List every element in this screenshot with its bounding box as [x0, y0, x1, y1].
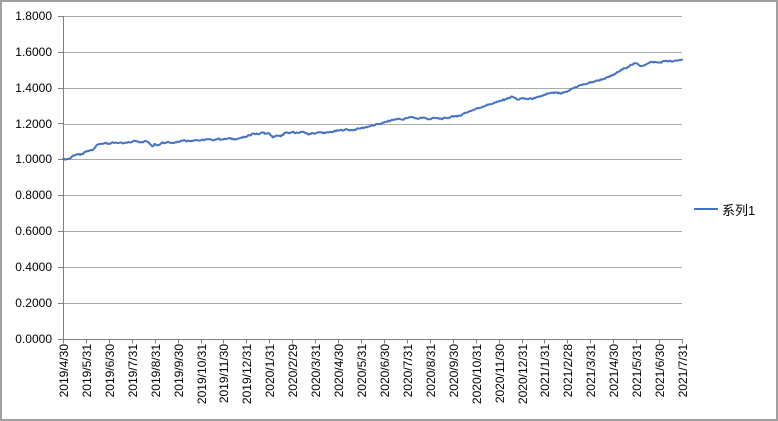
- x-tick-label: 2020/1/31: [263, 344, 278, 398]
- y-tick-label: 1.6000: [15, 44, 52, 59]
- y-tick-label: 1.8000: [15, 9, 52, 23]
- x-tick-label: 2019/11/30: [217, 344, 232, 404]
- x-tick-label: 2020/7/31: [400, 344, 415, 398]
- y-tick-label: 1.4000: [15, 80, 52, 95]
- x-tick-label: 2021/5/31: [630, 344, 645, 398]
- y-tick-label: 0.6000: [15, 224, 52, 238]
- y-tick-label: 0.0000: [15, 331, 52, 346]
- x-tick-label: 2020/3/31: [309, 344, 324, 398]
- y-tick-label: 0.2000: [15, 295, 52, 310]
- x-tick-label: 2019/5/31: [79, 344, 94, 398]
- x-tick-label: 2020/2/29: [286, 344, 301, 398]
- x-tick-label: 2020/5/31: [355, 344, 370, 398]
- x-tick-label: 2020/4/30: [332, 344, 347, 398]
- x-tick-label: 2020/10/31: [469, 344, 484, 405]
- x-tick-label: 2019/12/31: [240, 344, 255, 405]
- x-tick-label: 2020/11/30: [492, 344, 507, 404]
- y-tick-label: 0.4000: [15, 259, 52, 274]
- x-tick-label: 2019/8/31: [148, 344, 163, 398]
- x-tick-label: 2021/7/31: [676, 344, 690, 398]
- x-tick-label: 2020/9/30: [446, 344, 461, 398]
- legend-line-swatch: [694, 208, 718, 210]
- x-tick-label: 2019/4/30: [57, 344, 71, 398]
- x-tick-label: 2019/9/30: [171, 344, 186, 398]
- x-tick-label: 2021/4/30: [607, 344, 622, 398]
- x-tick-label: 2021/6/30: [653, 344, 668, 398]
- legend-series-label: 系列1: [722, 202, 756, 218]
- y-tick-label: 1.0000: [15, 152, 52, 167]
- x-tick-label: 2019/6/30: [102, 344, 117, 398]
- x-tick-label: 2020/12/31: [515, 344, 530, 405]
- y-tick-label: 1.2000: [15, 116, 52, 131]
- series-line[interactable]: [62, 58, 683, 161]
- legend[interactable]: 系列1: [694, 201, 756, 218]
- x-tick-label: 2020/6/30: [377, 344, 392, 398]
- x-tick-label: 2019/7/31: [125, 344, 140, 398]
- x-tick-label: 2021/2/28: [561, 344, 576, 398]
- x-tick-label: 2020/8/31: [423, 344, 438, 398]
- y-tick-label: 0.8000: [15, 188, 52, 203]
- x-tick-label: 2021/3/31: [584, 344, 599, 398]
- x-tick-label: 2019/10/31: [194, 344, 209, 405]
- x-tick-label: 2021/1/31: [538, 344, 553, 398]
